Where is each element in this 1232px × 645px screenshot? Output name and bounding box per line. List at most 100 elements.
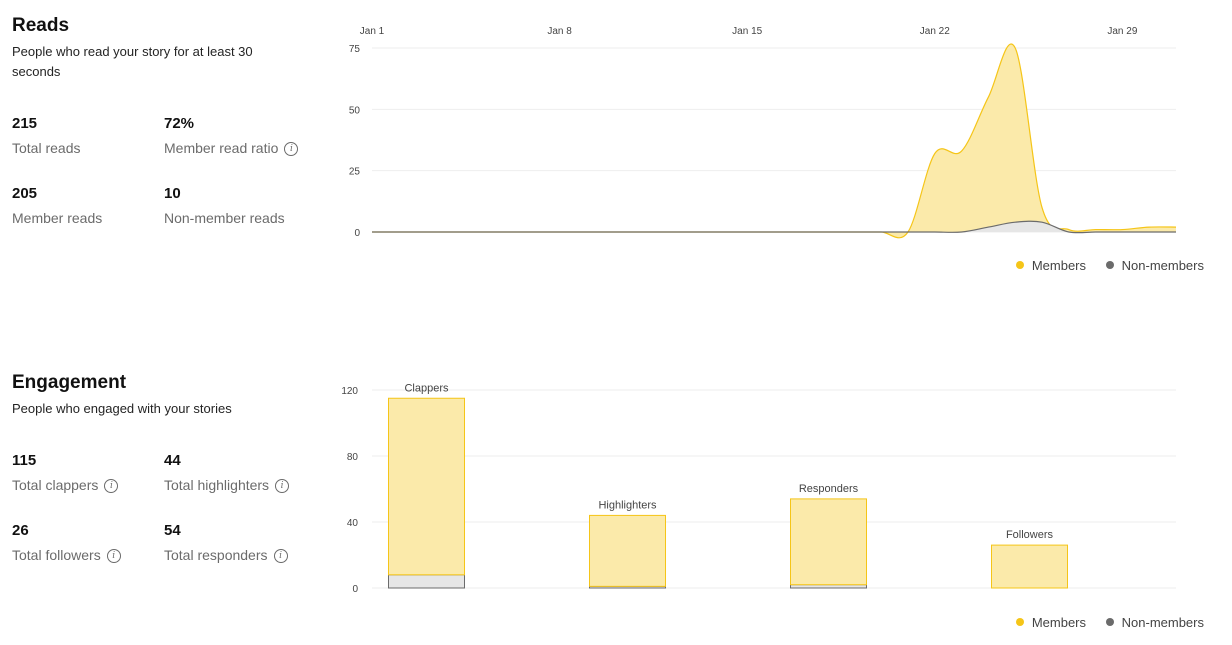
x-tick-label: Jan 22: [920, 26, 950, 37]
non-members-point: [877, 228, 885, 236]
stat-member-reads: 205 Member reads: [12, 185, 102, 226]
engagement-legend: Members Non-members: [1000, 614, 1204, 630]
non-members-point: [690, 228, 698, 236]
non-members-point: [368, 228, 376, 236]
y-tick-label: 40: [347, 518, 359, 529]
members-dot-icon: [1015, 261, 1024, 269]
y-tick-label: 50: [349, 105, 361, 116]
non-members-point: [904, 228, 912, 236]
non-members-bar: [388, 574, 465, 589]
legend-non-members[interactable]: Non-members: [1105, 614, 1204, 630]
y-tick-label: 80: [347, 452, 359, 463]
category-label: Responders: [799, 483, 859, 495]
stat-value: 72%: [164, 115, 195, 132]
members-point: [958, 147, 966, 155]
non-members-point: [824, 228, 832, 236]
y-tick-label: 120: [341, 386, 358, 397]
non-members-point: [556, 228, 564, 236]
reads-legend: Members Non-members: [1000, 257, 1204, 273]
non-members-point: [743, 228, 751, 236]
members-point: [1011, 44, 1019, 52]
non-members-point: [609, 228, 617, 236]
reads-title: Reads: [12, 15, 70, 36]
info-icon[interactable]: i: [275, 479, 290, 494]
non-members-point: [797, 228, 805, 236]
members-dot-icon: [1015, 618, 1024, 626]
stat-label: Member reads: [12, 210, 103, 226]
x-tick-label: Jan 15: [732, 26, 762, 37]
non-members-point: [1065, 228, 1073, 236]
members-point: [1038, 203, 1046, 211]
stat-label: Total responders: [164, 547, 268, 563]
non-members-point: [1011, 218, 1019, 226]
info-icon[interactable]: i: [106, 549, 121, 564]
stat-label: Total highlighters: [164, 477, 270, 493]
reads-panel: Reads People who read your story for at …: [0, 0, 1232, 300]
stat-total-highlighters: 44 Total highlighters i: [164, 452, 290, 494]
stat-value: 54: [164, 522, 181, 539]
non-members-point: [636, 228, 644, 236]
members-bar: [790, 498, 867, 586]
non-members-point: [1038, 218, 1046, 226]
category-label: Highlighters: [598, 499, 657, 511]
reads-area-chart[interactable]: 0 25 50 75 Jan 1 Jan 8 Jan 15 Jan 22 Jan 29: [330, 18, 1190, 248]
non-members-point: [770, 228, 778, 236]
non-members-point: [1172, 228, 1180, 236]
stat-value: 26: [12, 522, 29, 539]
stat-label: Member read ratio: [164, 140, 279, 156]
members-area: [372, 44, 1176, 238]
legend-non-members[interactable]: Non-members: [1105, 257, 1204, 273]
non-members-dot-icon: [1105, 261, 1114, 269]
non-members-dot-icon: [1105, 618, 1114, 626]
non-members-point: [958, 228, 966, 236]
non-members-point: [422, 228, 430, 236]
x-tick-label: Jan 29: [1107, 26, 1137, 37]
info-icon[interactable]: i: [284, 142, 299, 157]
info-icon[interactable]: i: [104, 479, 119, 494]
legend-members[interactable]: Members: [1015, 614, 1087, 630]
non-members-point: [716, 228, 724, 236]
members-bar: [388, 397, 465, 576]
legend-label: Members: [1031, 614, 1087, 630]
stat-value: 115: [12, 452, 37, 469]
stat-member-read-ratio: 72% Member read ratio i: [164, 115, 299, 157]
non-members-point: [1092, 228, 1100, 236]
legend-label: Non-members: [1121, 614, 1204, 630]
non-members-point: [448, 228, 456, 236]
members-point: [984, 93, 992, 101]
stat-value: 205: [12, 185, 38, 202]
stat-value: 44: [164, 452, 181, 469]
non-members-point: [850, 228, 858, 236]
stat-total-clappers: 115 Total clappers i: [12, 452, 119, 494]
category-label: Followers: [1006, 529, 1054, 541]
stat-label: Non-member reads: [164, 210, 285, 226]
non-members-area-line: [372, 220, 1176, 234]
engagement-subtitle: People who engaged with your stories: [12, 401, 232, 416]
info-icon[interactable]: i: [273, 549, 288, 564]
legend-label: Members: [1031, 257, 1087, 273]
members-bar: [589, 514, 666, 587]
members-point: [931, 149, 939, 157]
stat-label: Total clappers: [12, 477, 99, 493]
non-members-point: [475, 228, 483, 236]
reads-subtitle: People who read your story for at least …: [12, 44, 253, 79]
y-tick-label: 0: [354, 228, 360, 239]
y-tick-label: 0: [352, 584, 358, 595]
members-bar: [991, 544, 1068, 589]
y-tick-label: 75: [349, 44, 361, 55]
stat-total-followers: 26 Total followers i: [12, 522, 121, 564]
legend-members[interactable]: Members: [1015, 257, 1087, 273]
category-label: Clappers: [404, 382, 449, 394]
stat-label: Total followers: [12, 547, 101, 563]
non-members-point: [1118, 228, 1126, 236]
stat-non-member-reads: 10 Non-member reads: [164, 185, 285, 226]
non-members-point: [502, 228, 510, 236]
engagement-bar-chart[interactable]: 0 40 80 120 Clappers Highlighters Responders Fo…: [330, 375, 1190, 600]
non-members-point: [931, 228, 939, 236]
stat-value: 215: [12, 115, 38, 132]
engagement-title: Engagement: [12, 372, 127, 393]
stat-label: Total reads: [12, 140, 81, 156]
non-members-point: [582, 228, 590, 236]
non-members-point: [663, 228, 671, 236]
legend-label: Non-members: [1121, 257, 1204, 273]
